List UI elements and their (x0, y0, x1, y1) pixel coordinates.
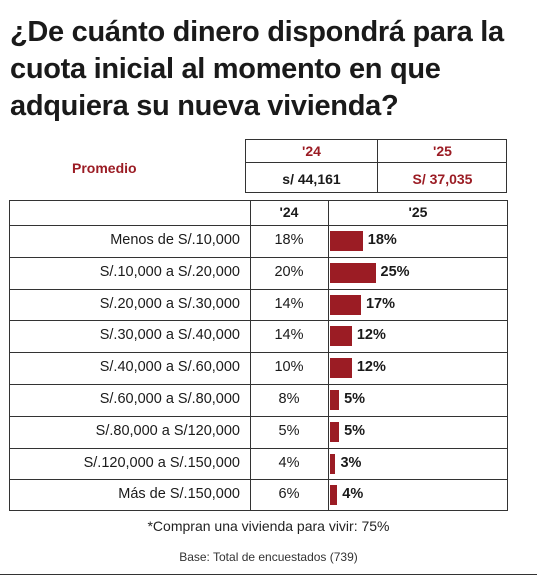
bar-25 (330, 453, 336, 474)
value-24-label: 6% (278, 486, 300, 503)
bar-25 (330, 485, 338, 506)
row-divider (10, 225, 507, 226)
value-25-label: 5% (344, 391, 366, 407)
bottom-rule (0, 574, 537, 575)
bar-25 (330, 390, 340, 410)
category-label: S/.60,000 a S/.80,000 (99, 391, 240, 407)
value-25-label: 4% (342, 486, 364, 503)
distribution-table: '24 '25 Menos de S/.10,000 18% 18% S/.10,00… (9, 200, 508, 511)
bar-25 (330, 326, 352, 347)
column-divider-25 (328, 201, 329, 510)
average-divider (377, 140, 378, 192)
value-25-label: 12% (356, 327, 386, 344)
value-24-label: 18% (274, 232, 304, 248)
bar-25 (330, 358, 352, 379)
bar-25 (330, 231, 363, 251)
row-divider (10, 352, 507, 354)
value-25-label: 17% (365, 295, 395, 312)
value-24-label: 5% (278, 422, 300, 439)
column-header-25: '25 (408, 204, 428, 220)
average-year-25: '25 (433, 143, 452, 159)
category-label: S/.40,000 a S/.60,000 (99, 359, 240, 376)
average-year-24: '24 (302, 143, 321, 159)
row-divider (10, 256, 507, 258)
column-divider-24 (250, 201, 251, 510)
bar-25 (330, 262, 376, 283)
category-label: Menos de S/.10,000 (110, 232, 240, 248)
row-divider (10, 415, 507, 417)
category-label: S/.30,000 a S/.40,000 (99, 327, 240, 344)
value-25-label: 3% (340, 454, 362, 471)
average-header-rule (246, 162, 506, 163)
category-label: S/.10,000 a S/.20,000 (99, 263, 240, 280)
category-label: S/.20,000 a S/.30,000 (99, 295, 240, 312)
row-divider (10, 320, 507, 322)
column-header-24: '24 (279, 204, 299, 220)
category-label: Más de S/.150,000 (118, 486, 240, 503)
bar-25 (330, 294, 361, 315)
average-table: '24 '25 s/ 44,161 S/ 37,035 (245, 139, 507, 193)
value-25-label: 12% (356, 359, 386, 376)
category-label: S/.120,000 a S/.150,000 (83, 454, 240, 471)
page-title: ¿De cuánto dinero dispondrá para la cuot… (10, 16, 504, 122)
average-value-25: S/ 37,035 (412, 171, 473, 187)
value-24-label: 4% (278, 454, 300, 471)
bar-25 (330, 421, 340, 442)
row-divider (10, 384, 507, 385)
row-divider (10, 447, 507, 449)
footnote: *Compran una vivienda para vivir: 75% (147, 518, 390, 534)
row-divider (10, 288, 507, 290)
value-24-label: 8% (278, 391, 300, 407)
value-25-label: 5% (344, 422, 366, 439)
base-note: Base: Total de encuestados (739) (179, 550, 358, 564)
row-divider (10, 479, 507, 481)
value-25-label: 25% (380, 263, 410, 280)
value-24-label: 14% (274, 295, 304, 312)
average-value-24: s/ 44,161 (282, 171, 341, 187)
value-25-label: 18% (367, 232, 397, 248)
value-24-label: 14% (274, 327, 304, 344)
category-label: S/.80,000 a S/120,000 (95, 422, 240, 439)
value-24-label: 20% (274, 263, 304, 280)
average-label: Promedio (72, 160, 137, 176)
value-24-label: 10% (274, 359, 304, 376)
